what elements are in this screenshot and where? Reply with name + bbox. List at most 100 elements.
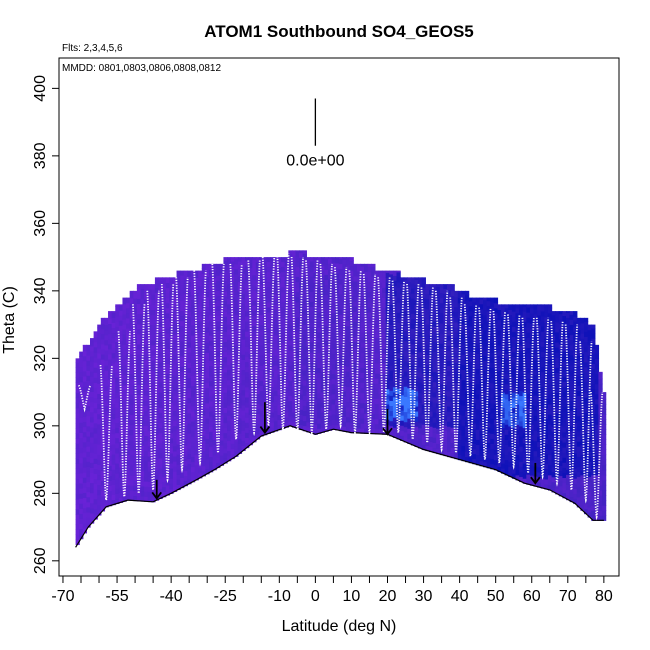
heatmap-cell <box>356 387 362 394</box>
heatmap-cell <box>490 463 495 470</box>
heatmap-cell <box>86 405 91 412</box>
heatmap-cell <box>219 389 225 395</box>
heatmap-cell <box>555 407 560 414</box>
heatmap-cell <box>255 403 261 410</box>
heatmap-cell <box>151 496 156 503</box>
heatmap-cell <box>118 487 124 493</box>
heatmap-cell <box>558 419 563 426</box>
heatmap-cell <box>385 292 390 299</box>
heatmap-cell <box>183 354 188 360</box>
heatmap-cell <box>468 427 473 433</box>
heatmap-cell <box>140 303 145 310</box>
heatmap-cell <box>198 381 203 388</box>
heatmap-cell <box>302 293 307 300</box>
heatmap-cell <box>154 424 160 430</box>
heatmap-cell <box>295 291 300 298</box>
heatmap-cell <box>328 263 333 269</box>
heatmap-cell <box>324 324 329 331</box>
heatmap-cell <box>183 364 188 370</box>
heatmap-cell <box>216 457 221 463</box>
heatmap-cell <box>367 413 372 419</box>
heatmap-cell <box>104 446 109 452</box>
heatmap-cell <box>537 471 542 478</box>
heatmap-cell <box>519 314 524 321</box>
heatmap-cell <box>82 461 88 468</box>
heatmap-cell <box>551 431 556 437</box>
heatmap-cell <box>313 388 318 395</box>
heatmap-cell <box>183 440 188 446</box>
heatmap-cell <box>104 319 109 326</box>
heatmap-cell <box>342 395 347 402</box>
heatmap-cell <box>205 306 210 313</box>
heatmap-cell <box>504 464 509 471</box>
heatmap-cell <box>259 420 264 427</box>
heatmap-cell <box>190 329 196 336</box>
heatmap-cell <box>79 381 84 388</box>
heatmap-cell <box>180 436 185 443</box>
heatmap-cell <box>389 415 394 422</box>
heatmap-cell <box>198 361 203 368</box>
heatmap-cell <box>522 462 527 469</box>
heatmap-cell <box>364 263 369 267</box>
heatmap-cell <box>508 365 513 371</box>
heatmap-cell <box>461 308 466 315</box>
heatmap-cell <box>526 347 531 354</box>
heatmap-cell <box>118 497 124 503</box>
heatmap-cell <box>306 280 311 286</box>
heatmap-cell <box>360 296 365 303</box>
heatmap-cell <box>418 291 423 297</box>
heatmap-cell <box>425 435 430 441</box>
heatmap-cell <box>468 361 473 368</box>
heatmap-cell <box>248 363 253 370</box>
heatmap-cell <box>439 327 444 334</box>
heatmap-cell <box>324 370 329 377</box>
heatmap-cell <box>169 412 174 418</box>
heatmap-cell <box>511 407 517 413</box>
heatmap-cell <box>396 270 401 273</box>
heatmap-cell <box>353 377 358 383</box>
heatmap-cell <box>461 379 466 386</box>
heatmap-cell <box>432 422 437 428</box>
heatmap-cell <box>93 397 98 404</box>
heatmap-cell <box>306 376 311 382</box>
heatmap-cell <box>165 388 170 395</box>
heatmap-cell <box>126 469 131 476</box>
heatmap-cell <box>418 336 423 343</box>
heatmap-cell <box>198 346 203 352</box>
heatmap-cell <box>158 336 163 343</box>
heatmap-cell <box>205 266 210 272</box>
heatmap-cell <box>209 294 214 301</box>
heatmap-cell <box>111 464 116 470</box>
heatmap-cell <box>522 304 527 307</box>
heatmap-cell <box>306 426 311 433</box>
heatmap-cell <box>230 276 235 282</box>
heatmap-cell <box>100 328 106 335</box>
heatmap-cell <box>151 385 156 391</box>
heatmap-cell <box>270 396 275 403</box>
heatmap-cell <box>288 304 293 311</box>
heatmap-cell <box>172 445 178 452</box>
heatmap-cell <box>317 387 322 394</box>
heatmap-cell <box>515 439 520 445</box>
heatmap-cell <box>205 337 210 343</box>
heatmap-cell <box>540 366 545 373</box>
heatmap-cell <box>158 387 163 393</box>
heatmap-cell <box>158 437 163 444</box>
heatmap-cell <box>291 325 297 332</box>
heatmap-cell <box>237 321 243 328</box>
heatmap-cell <box>75 483 80 490</box>
heatmap-cell <box>490 316 495 323</box>
heatmap-cell <box>263 277 268 284</box>
heatmap-cell <box>122 394 127 401</box>
heatmap-cell <box>338 405 344 411</box>
heatmap-cell <box>385 383 390 390</box>
heatmap-cell <box>324 345 329 351</box>
heatmap-cell <box>158 407 163 413</box>
heatmap-cell <box>519 461 524 467</box>
heatmap-cell <box>223 392 228 398</box>
heatmap-cell <box>324 279 329 286</box>
heatmap-cell <box>133 465 138 471</box>
heatmap-cell <box>418 311 423 317</box>
heatmap-cell <box>144 486 149 492</box>
heatmap-cell <box>558 440 563 446</box>
